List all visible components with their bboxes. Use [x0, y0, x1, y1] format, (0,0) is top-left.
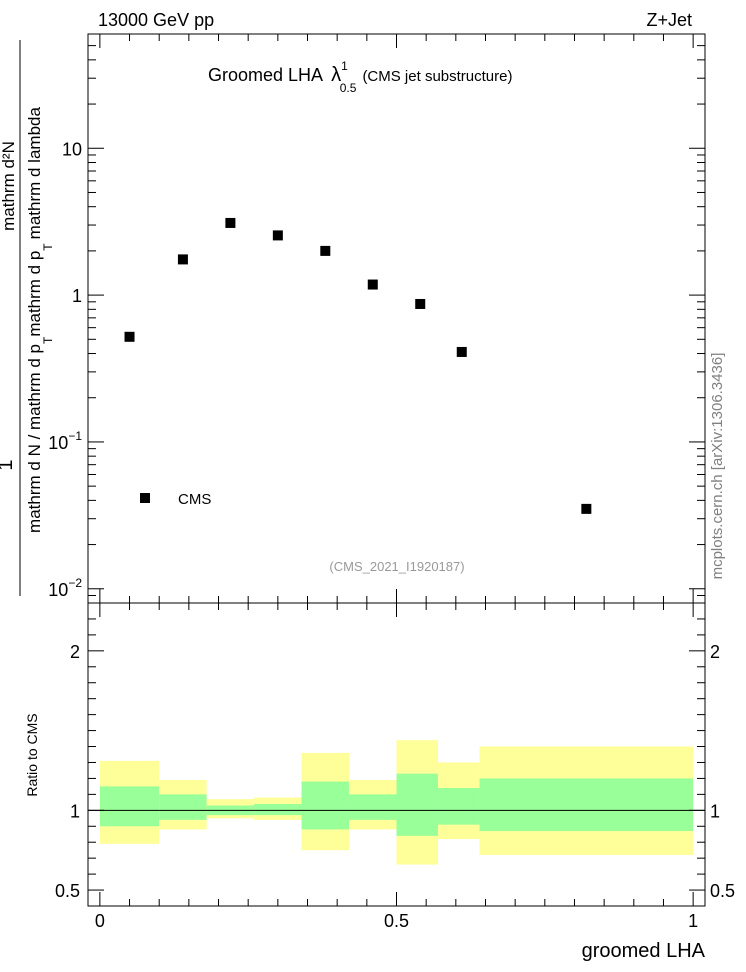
data-point: [581, 503, 592, 514]
stat-uncertainty-band: [301, 781, 350, 830]
y-label-one: 1: [0, 459, 17, 470]
chart-title: Groomed LHA λ1 0.5 (CMS jet substructure): [208, 59, 512, 95]
y-label-middle: mathrm d p: [25, 251, 44, 337]
title-prefix: Groomed LHA: [208, 65, 323, 85]
title-suffix: (CMS jet substructure): [362, 68, 512, 85]
data-point: [272, 230, 283, 241]
analysis-id: (CMS_2021_I1920187): [329, 559, 464, 574]
ratio-y-label: Ratio to CMS: [24, 713, 40, 796]
x-tick-label: 1: [688, 911, 698, 931]
data-point: [367, 279, 378, 290]
process-label: Z+Jet: [646, 10, 692, 30]
ratio-y-tick-label-left: 2: [70, 642, 80, 662]
ratio-axis-ticks: [88, 602, 705, 907]
title-sub: 0.5: [340, 81, 357, 95]
title-symbol: λ: [331, 64, 341, 86]
stat-uncertainty-band: [99, 786, 160, 827]
title-sup: 1: [341, 59, 348, 73]
y-tick-label: 10−1: [48, 429, 82, 453]
energy-label: 13000 GeV pp: [98, 10, 214, 30]
stat-uncertainty-band: [254, 803, 302, 816]
data-point: [456, 346, 467, 357]
ratio-y-tick-label-right: 1: [710, 801, 720, 821]
y-tick-label: 1: [72, 286, 82, 306]
y-tick-label: 10−2: [48, 576, 82, 600]
legend-label: CMS: [178, 491, 211, 508]
y-label-sub-t2: T: [41, 243, 55, 251]
y-label-prefix: mathrm d N / mathrm d p: [25, 344, 44, 533]
main-plot-frame: [87, 33, 706, 604]
stat-uncertainty-band: [159, 794, 207, 820]
data-point: [320, 245, 331, 256]
x-tick-label: 0.5: [384, 911, 409, 931]
data-point: [177, 254, 188, 265]
ratio-bands: [99, 740, 694, 865]
data-point: [415, 298, 426, 309]
x-tick-label: 0: [95, 911, 105, 931]
main-axis-ticks: [88, 33, 705, 604]
y-label-numerator: mathrm d²N: [0, 141, 18, 231]
main-y-tick-labels: 10−2 10−1 1 10: [48, 139, 82, 600]
mcplots-credit: mcplots.cern.ch [arXiv:1306.3436]: [709, 353, 726, 580]
y-tick-label: 10: [62, 139, 82, 159]
y-label-suffix: mathrm d lambda: [25, 107, 44, 240]
ratio-y-tick-label-left: 0.5: [55, 881, 80, 901]
stat-uncertainty-band: [438, 787, 480, 825]
stat-uncertainty-band: [479, 778, 694, 832]
data-point: [225, 217, 236, 228]
ratio-tick-labels: 0.5 0.5 1 1 2 2 0 0.5 1: [55, 642, 735, 931]
main-y-label: 1 mathrm d²N mathrm d N / mathrm d pTmat…: [0, 40, 55, 596]
data-points: [124, 217, 592, 514]
x-axis-label: groomed LHA: [582, 940, 706, 962]
y-label-sub-t1: T: [41, 336, 55, 344]
stat-uncertainty-band: [349, 794, 397, 820]
stat-uncertainty-band: [396, 773, 439, 836]
ratio-y-tick-label-right: 2: [710, 642, 720, 662]
legend-marker: [140, 493, 150, 503]
ratio-y-tick-label-left: 1: [70, 801, 80, 821]
ratio-y-tick-label-right: 0.5: [710, 881, 735, 901]
y-label-denominator: mathrm d N / mathrm d pTmathrm d pTmathr…: [25, 107, 55, 533]
data-point: [124, 331, 135, 342]
